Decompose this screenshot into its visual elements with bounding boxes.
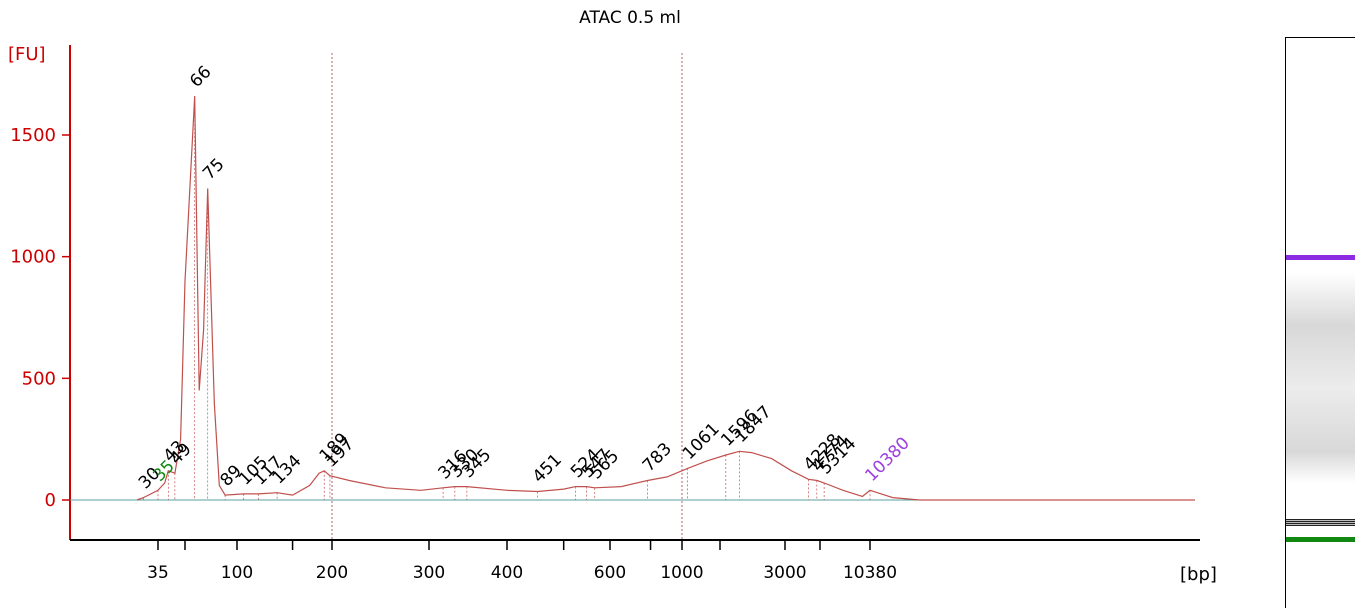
x-tick-label: 3000 <box>763 563 806 583</box>
x-tick-label: 35 <box>147 563 169 583</box>
axes: [FU] [bp] 0 500 1000 1500 35 100 200 300 400 600 100… <box>8 44 1217 585</box>
x-tick-label: 100 <box>221 563 253 583</box>
x-tick-label: 1000 <box>660 563 703 583</box>
peak-label: 783 <box>639 439 676 476</box>
peak-label: 451 <box>529 450 566 487</box>
x-tick-label: 200 <box>316 563 348 583</box>
smear-band <box>1286 273 1355 483</box>
y-axis-label: [FU] <box>8 44 46 65</box>
trace-line <box>136 96 1195 501</box>
y-tick-label: 1500 <box>10 125 56 146</box>
lower-marker-band <box>1286 537 1355 542</box>
y-tick-label: 500 <box>22 368 56 389</box>
x-tick-label: 10380 <box>843 563 897 583</box>
electropherogram-plot: [FU] [bp] 0 500 1000 1500 35 100 200 300 400 600 100… <box>8 44 1217 585</box>
y-tick-label: 1000 <box>10 247 56 268</box>
upper-marker-band <box>1286 255 1355 260</box>
x-axis-label: [bp] <box>1180 564 1217 585</box>
x-tick-label: 400 <box>491 563 523 583</box>
gel-lane <box>1285 37 1355 608</box>
x-tick-label: 600 <box>594 563 626 583</box>
y-tick-label: 0 <box>45 490 56 511</box>
x-tick-label: 300 <box>413 563 445 583</box>
reference-lines <box>331 53 683 540</box>
lower-dark-band <box>1286 519 1355 526</box>
peak-label: 75 <box>199 155 228 184</box>
peak-label: 66 <box>186 62 215 91</box>
trace-layer <box>136 96 1195 501</box>
peak-label: 10380 <box>861 433 913 485</box>
chart-title: ATAC 0.5 ml <box>579 8 681 28</box>
